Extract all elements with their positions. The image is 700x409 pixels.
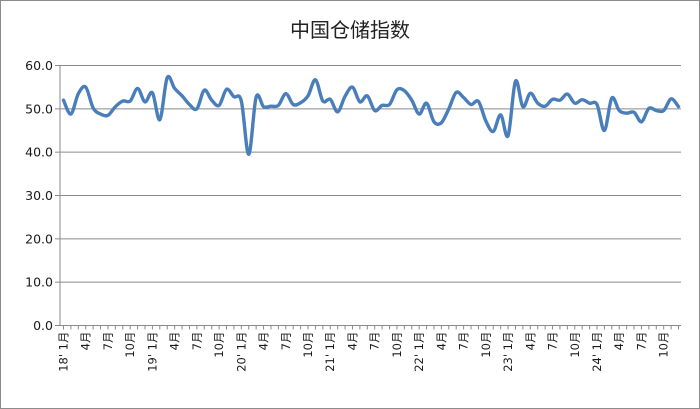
x-tick-label: 4月: [168, 332, 182, 351]
x-axis-ticks: 18' 1月 4月 7月 10月 19' 1月 4月 7月 10月 20' 1月 4月 7月 10月 2…: [57, 325, 679, 372]
y-tick-label: 0.0: [33, 318, 53, 333]
series-group: [61, 74, 681, 157]
x-tick-label: 7月: [190, 332, 204, 351]
x-tick-label: 7月: [279, 332, 293, 351]
x-tick-label: 4月: [79, 332, 93, 351]
x-tick-label: 22' 1月: [412, 332, 426, 372]
x-tick-label: 4月: [257, 332, 271, 351]
y-tick-label: 10.0: [25, 275, 53, 290]
gridlines: [60, 65, 681, 283]
x-tick-label: 24' 1月: [590, 332, 604, 372]
x-tick-label: 4月: [523, 332, 537, 351]
x-tick-label: 19' 1月: [145, 332, 159, 372]
y-tick-label: 20.0: [25, 231, 53, 246]
series-line: [61, 74, 681, 157]
x-tick-label: 10月: [568, 332, 582, 358]
y-tick-label: 60.0: [25, 58, 53, 73]
x-tick-label: 10月: [657, 332, 671, 358]
x-tick-label: 10月: [123, 332, 137, 358]
x-tick-label: 18' 1月: [57, 332, 71, 372]
x-tick-label: 23' 1月: [501, 332, 515, 372]
x-tick-label: 4月: [345, 332, 359, 351]
x-tick-label: 7月: [546, 332, 560, 351]
y-axis-ticks: 0.0 10.0 20.0 30.0 40.0 50.0 60.0: [25, 58, 60, 333]
x-tick-label: 7月: [101, 332, 115, 351]
chart-title: 中国仓储指数: [290, 18, 410, 42]
x-tick-label: 4月: [612, 332, 626, 351]
x-tick-label: 10月: [301, 332, 315, 358]
y-tick-label: 40.0: [25, 145, 53, 160]
x-tick-label: 10月: [212, 332, 226, 358]
y-tick-label: 30.0: [25, 188, 53, 203]
x-tick-label: 21' 1月: [323, 332, 337, 372]
x-tick-label: 10月: [479, 331, 493, 357]
x-tick-label: 7月: [368, 332, 382, 351]
x-tick-label: 20' 1月: [234, 332, 248, 372]
x-tick-label: 10月: [390, 332, 404, 358]
y-tick-label: 50.0: [25, 101, 53, 116]
x-tick-label: 7月: [634, 332, 648, 351]
x-tick-label: 4月: [434, 332, 448, 351]
x-tick-label: 7月: [457, 332, 471, 351]
